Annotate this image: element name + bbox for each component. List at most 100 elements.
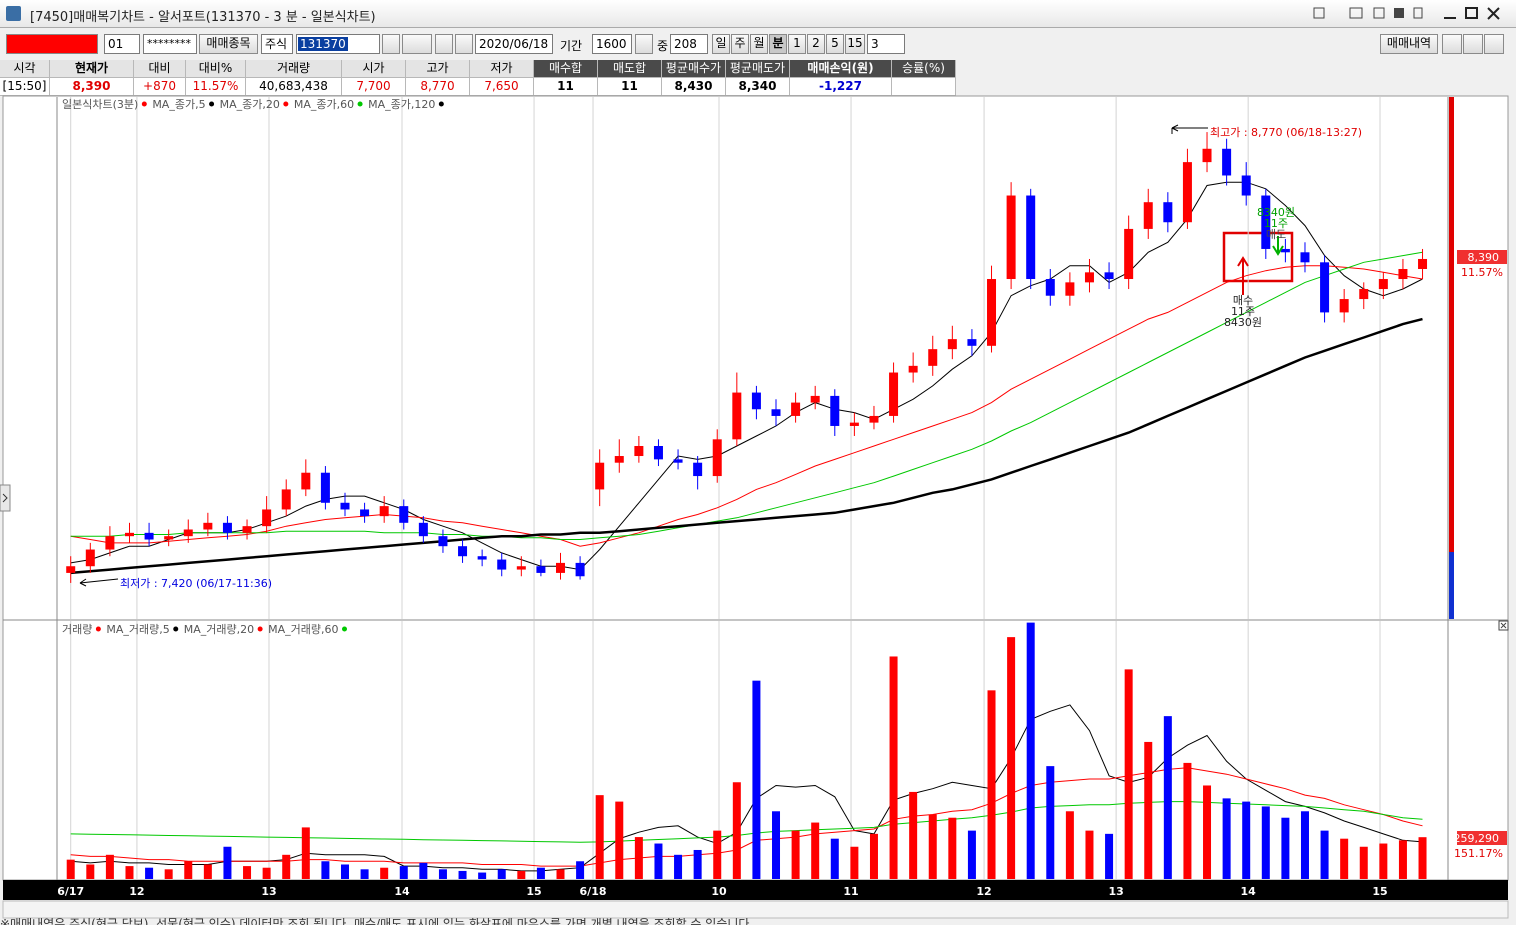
x-tick-label: 6/18: [580, 885, 607, 898]
period-field[interactable]: 1600: [592, 34, 632, 54]
candle-body: [967, 339, 977, 346]
settings-button[interactable]: [1484, 34, 1504, 54]
candle-body: [869, 415, 879, 423]
trades-button[interactable]: 매매내역: [1380, 34, 1438, 54]
open-button[interactable]: [1442, 34, 1462, 54]
unit-button[interactable]: 일: [712, 34, 730, 54]
volume-bar: [536, 867, 545, 879]
volume-bar: [164, 869, 173, 879]
volume-bar: [811, 822, 820, 879]
account-combo[interactable]: 01: [104, 34, 140, 54]
x-tick-label: 12: [129, 885, 144, 898]
volume-bar: [850, 846, 859, 879]
candle-body: [673, 459, 683, 463]
volume-bar: [105, 854, 114, 879]
volume-bar: [203, 864, 212, 879]
period-label: 기간: [560, 39, 583, 53]
candle-body: [281, 489, 291, 510]
summary-value: 7,650: [470, 78, 534, 96]
legend-swatch: [209, 101, 215, 107]
low-annotation: 최저가 : 7,420 (06/17-11:36): [120, 577, 272, 590]
code-field[interactable]: 131370: [296, 34, 380, 54]
volume-bar: [517, 870, 526, 879]
volume-bar: [1398, 840, 1407, 879]
candle-body: [458, 546, 468, 557]
candle-body: [301, 472, 311, 490]
candle-body: [1104, 272, 1114, 280]
legend-label: 거래량: [62, 623, 92, 636]
search-button[interactable]: [382, 34, 400, 54]
unit-button[interactable]: 월: [750, 34, 768, 54]
summary-header: 평균매도가: [726, 60, 790, 78]
summary-value: +870: [134, 78, 186, 96]
candle-body: [340, 502, 350, 510]
volume-bar: [967, 830, 976, 879]
summary-header: 저가: [470, 60, 534, 78]
volume-bar: [125, 866, 134, 879]
candle-body: [1124, 228, 1134, 280]
market-combo[interactable]: 주식: [261, 34, 293, 54]
x-tick-label: 14: [394, 885, 410, 898]
summary-header: 대비: [134, 60, 186, 78]
unit-button[interactable]: 15: [845, 34, 865, 54]
summary-value: 11.57%: [186, 78, 246, 96]
period-icon[interactable]: [635, 34, 653, 54]
candle-body: [908, 365, 918, 373]
candle-body: [1280, 248, 1290, 253]
last-value-box: [1457, 250, 1507, 264]
candle-body: [477, 556, 487, 560]
candle-body: [360, 509, 370, 517]
candle-body: [595, 462, 605, 490]
annotation-arrow: [79, 578, 119, 587]
volume-bar: [301, 827, 310, 879]
candle-body: [575, 562, 585, 577]
volume-bar: [184, 861, 193, 879]
volume-bar: [497, 869, 506, 879]
buy-arrow: [1237, 256, 1249, 295]
stock-button[interactable]: 매매종목: [199, 34, 258, 54]
candle-body: [242, 526, 252, 533]
last-value-label: 8,390: [1468, 251, 1500, 264]
ma-line: [70, 801, 1423, 843]
volume-bar: [752, 680, 761, 879]
sort-button[interactable]: [402, 34, 432, 54]
candle-body: [791, 402, 801, 416]
x-tick-label: 6/17: [57, 885, 84, 898]
candle-body: [379, 506, 389, 517]
candle-body: [85, 549, 95, 567]
candle-body: [183, 529, 193, 537]
password-field[interactable]: ********: [143, 34, 197, 54]
summary-value: 8,770: [406, 78, 470, 96]
next-button[interactable]: [435, 34, 453, 54]
ma-line: [70, 704, 1423, 872]
volume-bar: [86, 864, 95, 879]
x-tick-label: 15: [526, 885, 541, 898]
volume-bar: [1046, 766, 1055, 879]
volume-bar: [1418, 837, 1427, 879]
volume-bar: [1026, 622, 1035, 879]
save-button[interactable]: [1463, 34, 1483, 54]
count-field[interactable]: 208: [670, 34, 708, 54]
candle-body: [556, 562, 566, 573]
candle-body: [1378, 279, 1388, 290]
legend-swatch: [95, 626, 101, 632]
volume-bar: [595, 795, 604, 879]
unit-button[interactable]: 주: [731, 34, 749, 54]
volume-bar: [928, 814, 937, 879]
volume-bar: [340, 864, 349, 879]
summary-header: 거래량: [246, 60, 342, 78]
prev-button[interactable]: [455, 34, 473, 54]
unit-button[interactable]: 1: [788, 34, 806, 54]
x-tick-label: 13: [261, 885, 276, 898]
candle-body: [124, 532, 134, 537]
minute-combo[interactable]: 3: [867, 34, 905, 54]
volume-bar: [674, 854, 683, 879]
buy-note: 8430원: [1224, 316, 1262, 329]
unit-button[interactable]: 2: [807, 34, 825, 54]
unit-button[interactable]: 분: [769, 34, 787, 54]
window-controls[interactable]: [1310, 4, 1510, 24]
date-field[interactable]: 2020/06/18: [475, 34, 553, 54]
ma-line: [70, 767, 1423, 867]
unit-button[interactable]: 5: [826, 34, 844, 54]
